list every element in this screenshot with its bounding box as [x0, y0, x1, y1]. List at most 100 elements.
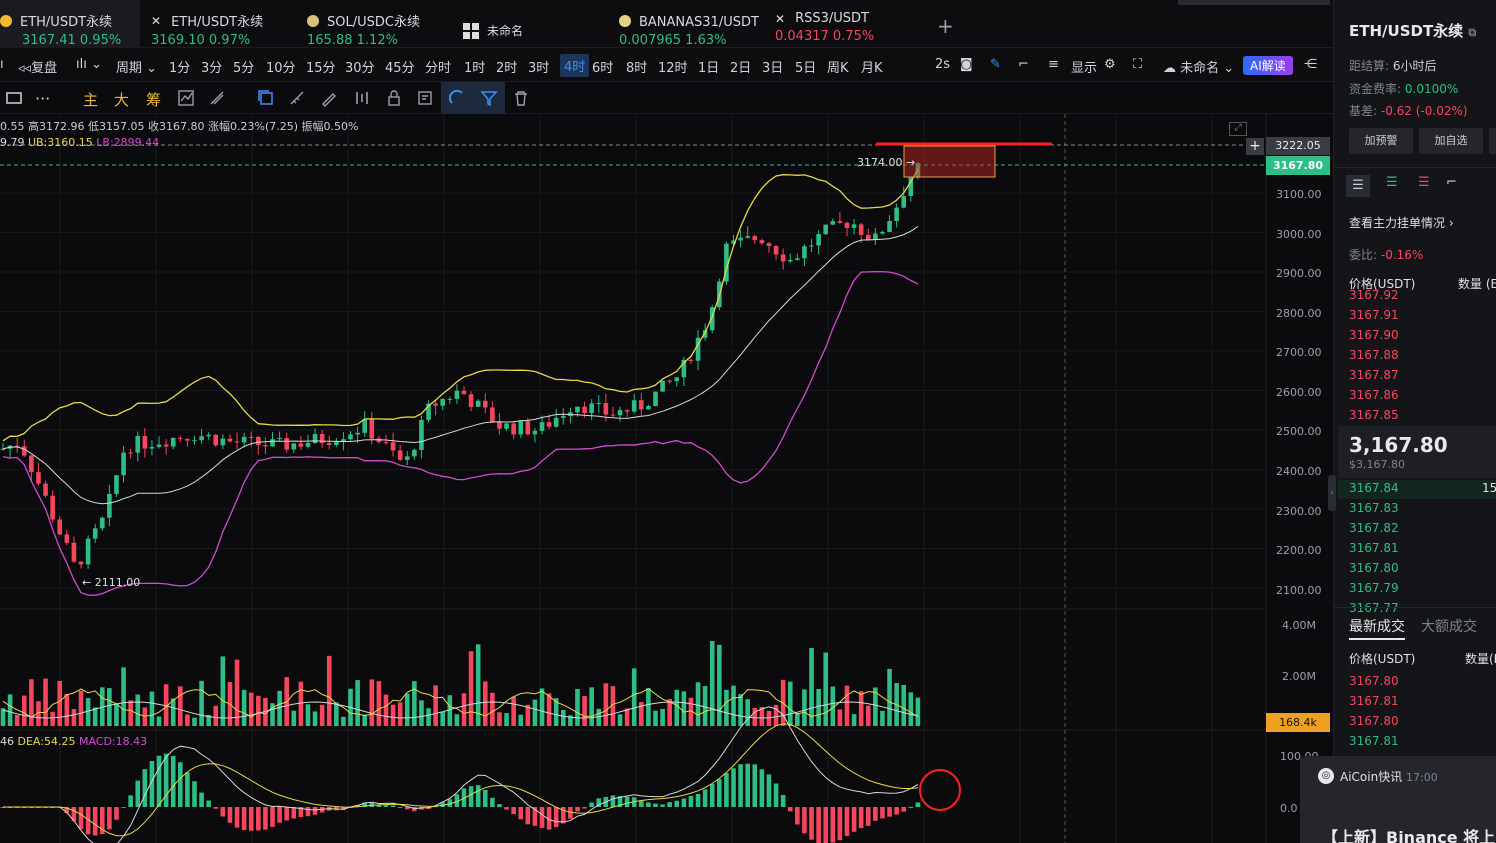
interval-15[interactable]: 1日 [698, 61, 720, 76]
settings-icon[interactable]: ⚙ [1104, 57, 1116, 72]
copy-icon[interactable] [257, 89, 275, 107]
bid-row[interactable]: 3167.81 [1349, 541, 1399, 555]
ask-row[interactable]: 3167.92 [1349, 288, 1399, 302]
interval-1[interactable]: 3分 [201, 61, 223, 76]
interval-11[interactable]: 4时 [560, 54, 590, 77]
close-icon[interactable]: ✕ [151, 13, 162, 28]
orderbook-bids-icon[interactable]: ☰ [1386, 175, 1398, 190]
tab-unnamed-layout[interactable]: 未命名 [463, 0, 603, 48]
bid-row[interactable]: 3167.79 [1349, 581, 1399, 595]
rewind-icon: ◃◃ [18, 61, 32, 76]
bid-row[interactable]: 3167.80 [1349, 561, 1399, 575]
ask-row[interactable]: 3167.87 [1349, 368, 1399, 382]
chart-type-button[interactable]: ılı ⌄ [76, 57, 102, 72]
pen-icon[interactable]: ✎ [990, 57, 1001, 72]
bid-row[interactable]: 3167.83 [1349, 501, 1399, 515]
list-icon[interactable]: ≡ [1048, 57, 1059, 72]
crop-icon[interactable]: ⌐ [1018, 57, 1029, 72]
search-box[interactable] [1178, 0, 1330, 5]
tab-sol-usdc-perp[interactable]: SOL/USDC永续 165.88 1.12% [307, 0, 447, 48]
orderbook-asks-icon[interactable]: ☰ [1418, 175, 1430, 190]
candle-body [589, 403, 594, 414]
tab-rss3-usdt[interactable]: ✕ RSS3/USDT 0.04317 0.75% [775, 0, 915, 48]
add-alert-button[interactable]: 加预警 [1349, 128, 1413, 154]
interval-10[interactable]: 3时 [528, 61, 550, 76]
interval-19[interactable]: 周K [827, 61, 849, 76]
interval-17[interactable]: 3日 [762, 61, 784, 76]
tab-bananas31-usdt[interactable]: BANANAS31/USDT永续 0.007965 1.63% [619, 0, 759, 48]
tab-large-trades[interactable]: 大额成交 [1421, 619, 1477, 635]
add-favorite-button[interactable]: 加自选 [1419, 128, 1483, 154]
ask-row[interactable]: 3167.85 [1349, 408, 1399, 422]
chart-area[interactable]: 0.55 高3172.96 低3157.05 收3167.80 涨幅0.23%(… [0, 114, 1333, 843]
interval-20[interactable]: 月K [861, 61, 883, 76]
depth-link[interactable]: 查看主力挂单情况 › [1349, 216, 1454, 230]
volume-bar [880, 710, 885, 726]
replay-button[interactable]: ◃◃复盘 [18, 57, 57, 76]
interval-7[interactable]: 分时 [425, 61, 452, 76]
interval-4[interactable]: 15分 [306, 61, 336, 76]
chip-distribution-button[interactable]: 筹 [146, 91, 162, 109]
orderbook-both-icon[interactable]: ☰ [1346, 175, 1370, 197]
indicator-icon[interactable] [177, 89, 195, 107]
big-order-button[interactable]: 大 [114, 91, 130, 109]
interval-3[interactable]: 10分 [266, 61, 296, 76]
bid-row[interactable]: 3167.77 [1349, 601, 1399, 615]
add-tab-icon[interactable]: + [937, 14, 954, 38]
menu-icon[interactable]: ı [0, 57, 4, 72]
copy-icon[interactable]: ⧉ [1468, 26, 1477, 39]
period-dropdown[interactable]: 周期 ⌄ [116, 61, 158, 76]
camera-icon[interactable]: ◙ [960, 57, 973, 72]
lock-icon[interactable] [385, 89, 403, 107]
trash-icon[interactable] [512, 89, 530, 107]
magnet-icon[interactable] [441, 82, 473, 114]
basis-row: 基差: -0.62 (-0.02%) [1349, 102, 1468, 119]
share-icon[interactable]: ⋲ [1304, 57, 1317, 72]
macd-bar [809, 807, 814, 840]
filter-icon[interactable] [473, 82, 505, 114]
grid-icon [463, 22, 479, 39]
interval-12[interactable]: 6时 [592, 61, 614, 76]
bid-row[interactable]: 3167.84 [1349, 481, 1399, 495]
ai-interpret-button[interactable]: AI解读 [1243, 56, 1293, 75]
interval-9[interactable]: 2时 [496, 61, 518, 76]
interval-8[interactable]: 1时 [464, 61, 486, 76]
interval-6[interactable]: 45分 [385, 61, 415, 76]
rectangle-icon[interactable] [5, 89, 23, 107]
refresh-rate[interactable]: 2s [935, 57, 951, 72]
tab-eth-usdt-perp[interactable]: ETH/USDT永续 3167.41 0.95% [0, 0, 140, 48]
interval-0[interactable]: 1分 [169, 61, 191, 76]
interval-13[interactable]: 8时 [626, 61, 648, 76]
ask-row[interactable]: 3167.86 [1349, 388, 1399, 402]
candlestick-chart[interactable] [0, 114, 1333, 843]
tab-eth-usdt-perp-2[interactable]: ✕ ETH/USDT永续 3169.10 0.97% [151, 0, 291, 49]
interval-5[interactable]: 30分 [345, 61, 375, 76]
more-icon[interactable]: ··· [35, 89, 51, 108]
ruler-icon[interactable] [288, 89, 306, 107]
main-indicator-button[interactable]: 主 [83, 91, 99, 109]
eraser-icon[interactable] [208, 89, 226, 107]
collapse-handle[interactable]: › [1328, 475, 1336, 511]
close-icon[interactable]: ✕ [775, 11, 786, 26]
ohlc-icon[interactable] [353, 89, 371, 107]
ask-row[interactable]: 3167.90 [1349, 328, 1399, 342]
layout-dropdown[interactable]: ☁ 未命名 ⌄ [1163, 61, 1235, 76]
news-popup[interactable]: ◎ AiCoin快讯 17:00 【上新】Binance 将上 [1300, 756, 1496, 843]
orderbook-settings-icon[interactable]: ⌐ [1446, 175, 1457, 190]
add-line-icon[interactable]: + [1246, 138, 1264, 155]
ask-row[interactable]: 3167.91 [1349, 308, 1399, 322]
interval-14[interactable]: 12时 [658, 61, 688, 76]
tab-latest-trades[interactable]: 最新成交 [1349, 619, 1405, 635]
candle-body [142, 436, 148, 449]
note-icon[interactable] [416, 89, 434, 107]
bid-row[interactable]: 3167.82 [1349, 521, 1399, 535]
fullscreen-icon[interactable]: ⛶ [1133, 57, 1143, 72]
interval-18[interactable]: 5日 [795, 61, 817, 76]
more-button[interactable] [1489, 128, 1496, 154]
ask-row[interactable]: 3167.88 [1349, 348, 1399, 362]
interval-16[interactable]: 2日 [730, 61, 752, 76]
display-button[interactable]: 显示 [1071, 61, 1098, 76]
interval-2[interactable]: 5分 [233, 61, 255, 76]
brush-icon[interactable] [320, 89, 338, 107]
expand-icon[interactable]: ⤢ [1229, 122, 1247, 136]
